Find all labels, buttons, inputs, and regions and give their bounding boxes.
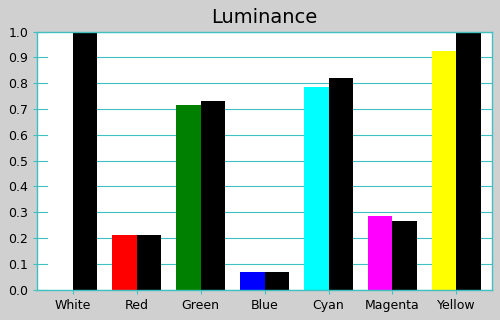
Bar — [304, 87, 328, 290]
Title: Luminance: Luminance — [212, 8, 318, 27]
Bar — [72, 32, 97, 290]
Bar — [456, 32, 481, 290]
Bar — [48, 32, 72, 290]
Bar — [112, 236, 136, 290]
Bar — [200, 101, 225, 290]
Bar — [176, 105, 201, 290]
Bar — [392, 221, 417, 290]
Bar — [240, 272, 264, 290]
Bar — [264, 272, 289, 290]
Bar — [368, 216, 392, 290]
Bar — [328, 78, 353, 290]
Bar — [136, 236, 161, 290]
Bar — [432, 51, 456, 290]
